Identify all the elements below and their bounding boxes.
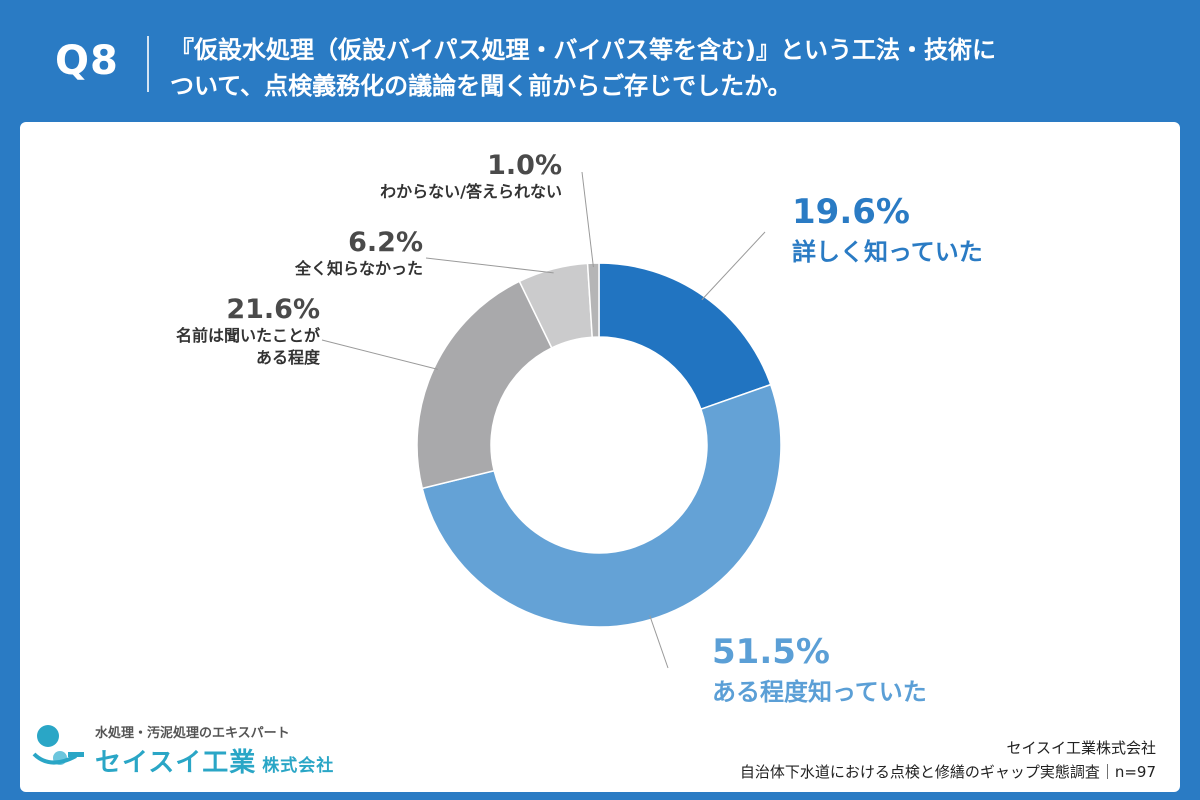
value-label-unsure: 1.0% bbox=[487, 150, 562, 181]
leader-line-not-know bbox=[425, 257, 554, 274]
logo-tagline: 水処理・汚泥処理のエキスパート bbox=[95, 726, 290, 741]
slice-detailed bbox=[598, 262, 772, 411]
question-line-1: 『仮設水処理（仮設バイパス処理・バイパス等を含む)』という工法・技術に bbox=[170, 36, 997, 64]
leader-line-unsure bbox=[581, 171, 594, 268]
logo-company-name: セイスイ工業 株式会社 bbox=[95, 742, 334, 779]
company-logo-icon bbox=[32, 725, 84, 765]
label-group-detailed: 19.6% 詳しく知っていた bbox=[792, 192, 983, 267]
footer-survey: 自治体下水道における点検と修繕のギャップ実態調査｜n=97 bbox=[739, 763, 1156, 781]
logo-suffix: 株式会社 bbox=[262, 756, 335, 776]
question-line-2: ついて、点検義務化の議論を聞く前からご存じでしたか。 bbox=[170, 72, 792, 100]
question-header: Q8 『仮設水処理（仮設バイパス処理・バイパス等を含む)』という工法・技術に つ… bbox=[0, 0, 1200, 122]
header-divider bbox=[147, 36, 149, 92]
label-group-unsure: 1.0% わからない/答えられない bbox=[290, 150, 562, 203]
value-label-not-know: 6.2% bbox=[348, 227, 423, 258]
question-number: Q8 bbox=[55, 38, 119, 84]
leader-line-name-only bbox=[321, 339, 438, 370]
category-label-name-only-1: 名前は聞いたことが bbox=[175, 326, 320, 345]
footer-company: セイスイ工業株式会社 bbox=[1006, 739, 1156, 757]
category-label-somewhat: ある程度知っていた bbox=[712, 678, 927, 706]
category-label-not-know: 全く知らなかった bbox=[294, 259, 423, 278]
label-group-not-know: 6.2% 全く知らなかった bbox=[200, 227, 423, 280]
slice-name-only bbox=[416, 280, 553, 490]
question-text: 『仮設水処理（仮設バイパス処理・バイパス等を含む)』という工法・技術に ついて、… bbox=[170, 32, 1170, 104]
chart-panel bbox=[20, 122, 1180, 792]
slice-unsure bbox=[586, 262, 600, 339]
leader-line-somewhat bbox=[649, 615, 669, 669]
category-label-unsure: わからない/答えられない bbox=[380, 182, 562, 201]
value-label-detailed: 19.6% bbox=[792, 192, 910, 232]
label-group-name-only: 21.6% 名前は聞いたことが ある程度 bbox=[100, 294, 320, 369]
value-label-name-only: 21.6% bbox=[226, 294, 320, 325]
logo-name-text: セイスイ工業 bbox=[95, 748, 257, 778]
leader-line-detailed bbox=[701, 231, 766, 301]
category-label-name-only-2: ある程度 bbox=[255, 348, 320, 367]
slice-somewhat bbox=[421, 383, 782, 628]
category-label-detailed: 詳しく知っていた bbox=[792, 238, 983, 266]
label-group-somewhat: 51.5% ある程度知っていた bbox=[712, 632, 927, 707]
footer-credits: セイスイ工業株式会社 自治体下水道における点検と修繕のギャップ実態調査｜n=97 bbox=[740, 736, 1156, 784]
value-label-somewhat: 51.5% bbox=[712, 632, 830, 672]
